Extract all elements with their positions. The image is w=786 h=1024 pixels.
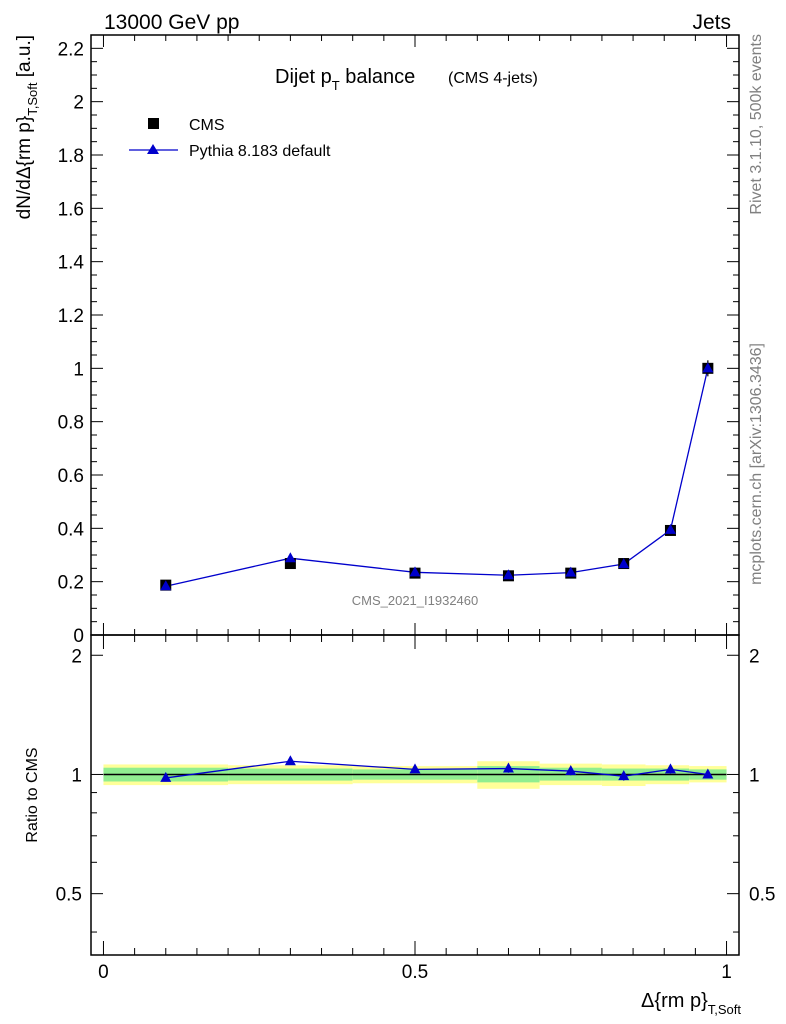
y-tick-label: 0.8 [58, 413, 84, 434]
y-tick-label: 2.2 [58, 39, 84, 60]
ratio-y-tick-label-left: 1 [71, 765, 82, 786]
ratio-point [702, 768, 714, 779]
x-tick-label: 0 [98, 962, 109, 983]
mcplots-label: mcplots.cern.ch [arXiv:1306.3436] [748, 343, 765, 585]
x-label-main-text: Δ{rm p} [641, 990, 708, 1012]
pythia-point [502, 569, 514, 580]
y-tick-label: 1.2 [58, 306, 84, 327]
pythia-point [664, 523, 676, 534]
y-tick-label: 1.6 [58, 199, 84, 220]
ratio-y-tick-label-left: 0.5 [56, 885, 82, 906]
ratio-y-tick-label-right: 0.5 [749, 885, 775, 906]
main-title: Dijet pT balance [275, 66, 415, 93]
y-tick-label: 1 [73, 359, 84, 380]
ratio-point [565, 765, 577, 776]
ratio-ticks: 0.5 0.5 1 1 2 2 0 0.5 1 [56, 635, 775, 983]
cms-point [284, 558, 296, 570]
x-axis-label: Δ{rm p}T,Soft [641, 990, 741, 1017]
ratio-y-tick-label-right: 1 [749, 765, 760, 786]
ratio-point [664, 763, 676, 774]
y-label-subscript: T,Soft [25, 82, 40, 116]
pythia-point [702, 362, 714, 373]
title-rest-text: balance [340, 66, 416, 88]
ratio-y-tick-label-left: 2 [71, 646, 82, 667]
main-y-ticks: 0 0.2 0.4 0.6 0.8 1 1.2 1.4 1.6 1.8 2 2.2 [58, 35, 739, 647]
y-label-unit: [a.u.] [14, 35, 35, 83]
ratio-point [618, 770, 630, 781]
ratio-y-tick-label-right: 2 [749, 646, 760, 667]
analysis-label: CMS_2021_I1932460 [352, 593, 479, 608]
ratio-point [160, 771, 172, 782]
ratio-y-label: Ratio to CMS [24, 747, 41, 842]
ratio-data [160, 755, 714, 782]
energy-label: 13000 GeV pp [104, 11, 239, 34]
ratio-panel: 0.5 0.5 1 1 2 2 0 0.5 1 Ratio to CMS Δ{rm p}T,So… [24, 634, 775, 1017]
main-panel: 0 0.2 0.4 0.6 0.8 1 1.2 1.4 1.6 1.8 2 2.2 Dijet pT … [14, 34, 740, 647]
x-tick-label: 1 [721, 962, 732, 983]
pythia-point [618, 558, 630, 569]
main-data [160, 360, 714, 591]
y-tick-label: 0.2 [58, 573, 84, 594]
ratio-point [409, 763, 421, 774]
y-label-main-text: dN/dΔ{rm p} [14, 116, 35, 220]
legend-cms-label: CMS [189, 117, 225, 134]
ratio-point [502, 762, 514, 773]
pythia-point [409, 566, 421, 577]
ratio-point [284, 755, 296, 766]
y-tick-label: 0.6 [58, 466, 84, 487]
ratio-line [165, 760, 708, 779]
legend-pythia-label: Pythia 8.183 default [189, 143, 331, 160]
pythia-point [284, 552, 296, 563]
ratio-frame [90, 634, 740, 956]
title-note: (CMS 4-jets) [448, 70, 538, 87]
legend: CMS Pythia 8.183 default [129, 117, 331, 160]
pythia-point [565, 566, 577, 577]
rivet-label: Rivet 3.1.10, 500k events [748, 34, 765, 215]
y-tick-label: 0 [73, 626, 84, 647]
category-label: Jets [692, 11, 731, 34]
title-subscript: T [332, 78, 340, 93]
y-tick-label: 2 [73, 93, 84, 114]
y-tick-label: 0.4 [58, 519, 85, 540]
pythia-line [165, 368, 709, 587]
y-tick-label: 1.4 [58, 253, 85, 274]
title-main-text: Dijet p [275, 66, 332, 88]
legend-pythia-marker [147, 144, 159, 154]
x-tick-label: 0.5 [402, 962, 428, 983]
x-label-subscript: T,Soft [708, 1002, 742, 1017]
legend-cms-marker [148, 118, 159, 129]
main-y-label: dN/dΔ{rm p}T,Soft [a.u.] [14, 35, 40, 219]
y-tick-label: 1.8 [58, 146, 84, 167]
pythia-point [160, 580, 172, 591]
